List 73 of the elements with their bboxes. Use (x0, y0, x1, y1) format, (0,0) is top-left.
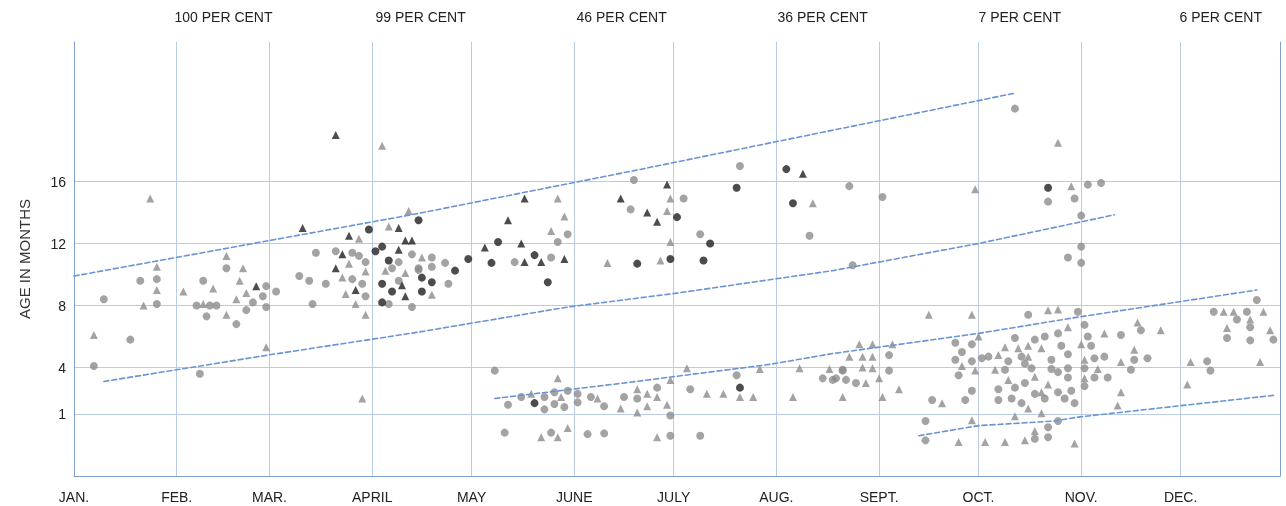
point (732, 183, 741, 192)
point (351, 286, 360, 294)
y-tick-label: 8 (58, 297, 67, 314)
y-tick-label: 16 (50, 173, 67, 190)
line-series (493, 289, 1258, 400)
point (735, 383, 744, 392)
point (517, 239, 526, 248)
x-tick-label: MAY (456, 489, 487, 505)
x-tick-label: JULY (657, 489, 691, 505)
point (560, 255, 569, 263)
point (414, 216, 423, 225)
point (427, 278, 436, 287)
point (663, 180, 672, 189)
point (530, 251, 539, 260)
point (504, 216, 513, 225)
point (331, 131, 340, 139)
point (643, 208, 652, 217)
point (378, 298, 387, 307)
point (494, 237, 503, 246)
point (371, 247, 380, 256)
point (798, 169, 807, 178)
point (398, 281, 407, 290)
point (633, 259, 642, 268)
x-tick-label: SEPT. (859, 489, 899, 505)
point (520, 194, 529, 203)
point (673, 213, 681, 222)
x-tick-label: JAN. (58, 489, 90, 505)
x-tick-label: DEC. (1163, 489, 1198, 505)
text: 46 PER CENT (576, 9, 668, 25)
point (298, 224, 307, 232)
point (344, 231, 353, 240)
point (364, 225, 373, 234)
point (378, 242, 387, 251)
x-tick-label: JUNE (556, 489, 593, 505)
text: 99 PER CENT (375, 9, 467, 25)
point (417, 287, 426, 296)
point (788, 199, 797, 208)
text: 36 PER CENT (777, 9, 869, 25)
point (451, 266, 460, 275)
point (384, 256, 393, 265)
point (706, 239, 715, 248)
point (394, 245, 403, 254)
point (530, 399, 539, 408)
text: 100 PER CENT (174, 9, 273, 25)
point (616, 194, 625, 203)
y-tick-label: 1 (58, 406, 67, 422)
point (699, 256, 708, 265)
point (653, 217, 662, 226)
x-tick-label: APRIL (351, 489, 393, 505)
line-series (73, 92, 1016, 277)
y-tick-label: 12 (50, 235, 67, 252)
point (417, 273, 426, 282)
point (464, 255, 473, 263)
point (1044, 183, 1053, 192)
x-tick-label: AUG. (759, 489, 794, 505)
text: 6 PER CENT (1179, 9, 1263, 25)
point (520, 258, 529, 267)
x-tick-label: FEB. (161, 489, 193, 505)
point (378, 279, 387, 288)
y-axis-title: AGE IN MONTHS (16, 198, 33, 320)
line-series (918, 394, 1275, 437)
text: 7 PER CENT (978, 9, 1062, 25)
point (666, 255, 675, 263)
point (543, 278, 552, 287)
point (394, 224, 403, 232)
point (782, 165, 791, 174)
point (537, 258, 546, 267)
x-tick-label: NOV. (1064, 489, 1098, 505)
x-tick-label: MAR. (251, 489, 287, 505)
point (487, 258, 496, 267)
point (388, 287, 397, 296)
x-tick-label: OCT. (962, 489, 995, 505)
y-tick-label: 4 (58, 359, 67, 376)
